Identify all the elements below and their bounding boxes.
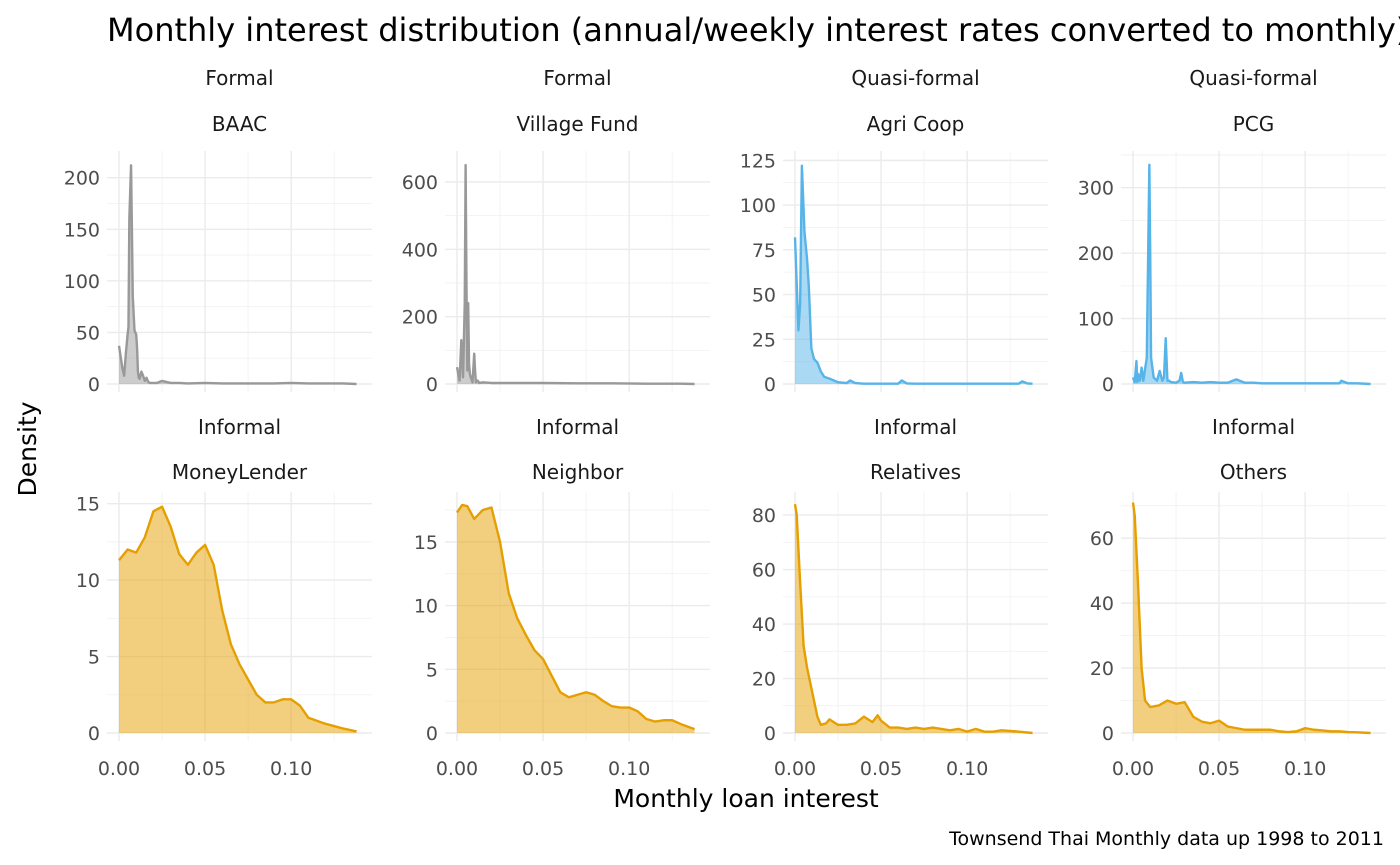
y-tick-label: 100 [64, 271, 100, 293]
density-line-relatives [793, 503, 1033, 735]
y-tick-label: 200 [402, 307, 438, 329]
y-tick-label: 10 [414, 596, 438, 618]
y-tick-label: 200 [1078, 243, 1114, 265]
y-tick-label: 200 [64, 168, 100, 190]
chart-caption: Townsend Thai Monthly data up 1998 to 20… [948, 828, 1384, 850]
panel-agri-coop: 0 25 50 75 100 125 Quasi-formal Agri Coop [740, 66, 1048, 396]
y-tick-label: 15 [414, 532, 438, 554]
facet-source-label: Relatives [870, 460, 961, 484]
x-tick-label: 0.05 [860, 758, 902, 780]
facet-group-label: Formal [543, 66, 611, 90]
y-tick-label: 40 [1090, 593, 1114, 615]
y-tick-label: 125 [740, 150, 776, 172]
panel-baac: 0 50 100 150 200 Formal BAAC [64, 66, 372, 396]
panel-others: 0 20 40 60 Informal Others 0.00 0.05 0.10 [1090, 415, 1386, 780]
facet-source-label: BAAC [212, 112, 267, 136]
x-tick-label: 0.00 [1112, 758, 1154, 780]
y-tick-label: 300 [1078, 178, 1114, 200]
y-tick-label: 0 [426, 374, 438, 396]
panel-pcg: 0 100 200 300 Quasi-formal PCG [1078, 66, 1386, 396]
density-area-neighbor [457, 504, 695, 733]
y-tick-label: 40 [752, 614, 776, 636]
y-tick-label: 0 [764, 723, 776, 745]
x-tick-label: 0.10 [270, 758, 312, 780]
x-tick-label: 0.00 [98, 758, 140, 780]
x-tick-label: 0.05 [184, 758, 226, 780]
facet-group-label: Informal [874, 415, 957, 439]
facet-source-label: Neighbor [532, 460, 624, 484]
x-axis-title: Monthly loan interest [613, 784, 879, 813]
y-tick-label: 5 [88, 647, 100, 669]
y-tick-label: 50 [76, 322, 100, 344]
y-tick-label: 20 [1090, 658, 1114, 680]
y-tick-label: 60 [752, 560, 776, 582]
facet-panels: 050100150200FormalBAAC0200400600FormalVi… [64, 66, 1386, 780]
y-tick-label: 100 [1078, 309, 1114, 331]
y-tick-label: 0 [1102, 374, 1114, 396]
x-tick-label: 0.00 [436, 758, 478, 780]
y-tick-label: 75 [752, 240, 776, 262]
x-tick-label: 0.00 [774, 758, 816, 780]
x-tick-label: 0.10 [608, 758, 650, 780]
y-tick-label: 60 [1090, 528, 1114, 550]
x-tick-label: 0.10 [1284, 758, 1326, 780]
density-line-neighbor [456, 503, 695, 731]
facet-source-label: Village Fund [517, 112, 639, 136]
density-area-baac [119, 165, 357, 384]
y-tick-label: 10 [76, 570, 100, 592]
y-tick-label: 150 [64, 219, 100, 241]
density-line-baac [117, 164, 357, 386]
panel-relatives: 0 20 40 60 80 Informal Relatives 0.00 0.05 0.10 [752, 415, 1048, 780]
y-tick-label: 0 [88, 374, 100, 396]
facet-group-label: Informal [536, 415, 619, 439]
density-area-agri-coop [795, 165, 1033, 384]
y-tick-label: 600 [402, 172, 438, 194]
y-axis-title: Density [13, 401, 42, 496]
density-area-relatives [795, 504, 1033, 733]
density-line-moneylender [118, 505, 357, 733]
y-tick-label: 400 [402, 239, 438, 261]
y-tick-label: 0 [426, 723, 438, 745]
y-tick-label: 80 [752, 505, 776, 527]
facet-group-label: Formal [205, 66, 273, 90]
y-tick-label: 0 [764, 374, 776, 396]
density-area-moneylender [119, 506, 357, 733]
chart-title: Monthly interest distribution (annual/we… [107, 11, 1400, 49]
y-tick-label: 50 [752, 285, 776, 307]
facet-group-label: Informal [198, 415, 281, 439]
density-area-village-fund [457, 165, 695, 384]
y-tick-label: 20 [752, 669, 776, 691]
y-tick-label: 0 [88, 723, 100, 745]
facet-group-label: Informal [1212, 415, 1295, 439]
density-area-others [1133, 502, 1371, 733]
y-tick-label: 25 [752, 329, 776, 351]
density-line-pcg [1131, 163, 1371, 386]
facet-source-label: PCG [1233, 112, 1275, 136]
facet-source-label: Others [1220, 460, 1287, 484]
x-tick-label: 0.10 [946, 758, 988, 780]
x-tick-label: 0.05 [522, 758, 564, 780]
y-tick-label: 0 [1102, 723, 1114, 745]
panel-moneylender: 0 5 10 15 Informal MoneyLender 0.00 0.05 0.10 [76, 415, 372, 780]
panel-village-fund: 0 200 400 600 Formal Village Fund [402, 66, 710, 396]
y-tick-label: 100 [740, 195, 776, 217]
facet-source-label: MoneyLender [172, 460, 308, 484]
facet-source-label: Agri Coop [867, 112, 965, 136]
density-line-village-fund [455, 163, 695, 386]
density-line-others [1131, 502, 1371, 735]
facet-group-label: Quasi-formal [1189, 66, 1317, 90]
density-line-agri-coop [793, 164, 1033, 385]
y-tick-label: 5 [426, 659, 438, 681]
y-tick-label: 15 [76, 494, 100, 516]
x-tick-label: 0.05 [1198, 758, 1240, 780]
panel-neighbor: 0 5 10 15 Informal Neighbor 0.00 0.05 0.10 [414, 415, 710, 780]
facet-group-label: Quasi-formal [851, 66, 979, 90]
